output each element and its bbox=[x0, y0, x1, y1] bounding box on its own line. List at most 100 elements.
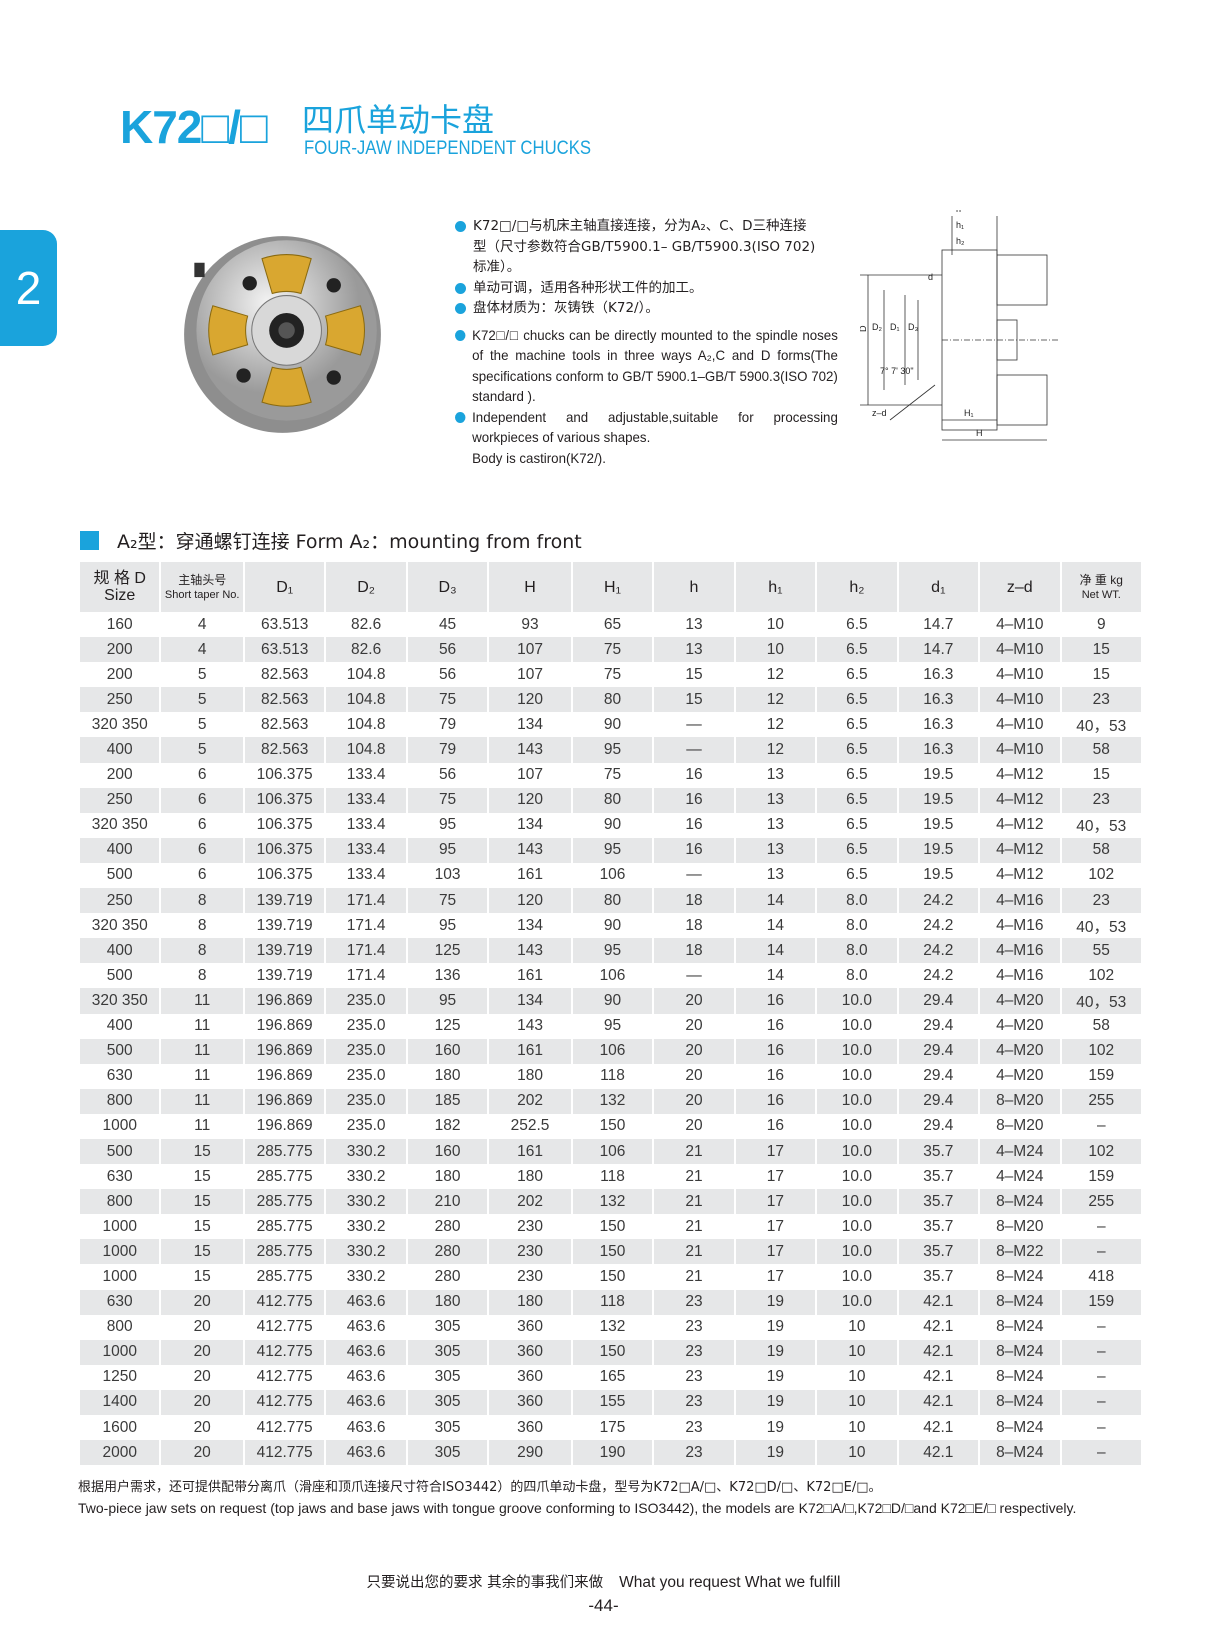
table-cell: 4–M20 bbox=[978, 1063, 1061, 1089]
table-cell: 10.0 bbox=[815, 988, 898, 1014]
note-cn: 根据用户需求，还可提供配带分离爪（滑座和顶爪连接尺寸符合ISO3442）的四爪单… bbox=[78, 1480, 882, 1495]
table-cell: 106 bbox=[570, 963, 654, 989]
table-cell: 320 350 bbox=[77, 812, 161, 838]
table-cell: 79 bbox=[405, 737, 489, 763]
table-cell: 14.7 bbox=[896, 637, 980, 663]
table-cell: 13 bbox=[733, 787, 817, 813]
table-cell: 4–M10 bbox=[978, 637, 1061, 663]
table-cell: 250 bbox=[77, 687, 161, 713]
table-cell: 235.0 bbox=[324, 1088, 407, 1114]
table-cell: 20 bbox=[159, 1415, 244, 1441]
table-cell: 159 bbox=[1059, 1289, 1141, 1315]
table-cell: 285.775 bbox=[242, 1138, 326, 1165]
table-cell: 24.2 bbox=[896, 913, 980, 939]
table-cell: 15 bbox=[1059, 637, 1141, 663]
table-cell: 330.2 bbox=[324, 1138, 407, 1165]
table-cell: 8–M24 bbox=[978, 1314, 1061, 1340]
column-header: h bbox=[652, 562, 735, 612]
table-cell: 42.1 bbox=[896, 1339, 980, 1365]
table-cell: 463.6 bbox=[324, 1314, 407, 1340]
table-cell: 4 bbox=[159, 612, 244, 638]
table-cell: 8–M24 bbox=[978, 1389, 1061, 1415]
table-cell: 80 bbox=[570, 787, 654, 813]
table-cell: 418 bbox=[1059, 1264, 1141, 1290]
table-cell: 6.5 bbox=[815, 862, 898, 889]
table-cell: 18 bbox=[652, 913, 735, 939]
table-cell: 6.5 bbox=[815, 612, 898, 638]
column-header-en: Short taper No. bbox=[164, 589, 240, 601]
table-cell: – bbox=[1059, 1113, 1141, 1139]
column-header: 规 格 D Size bbox=[77, 562, 161, 612]
table-cell: 13 bbox=[733, 812, 817, 838]
table-cell: 235.0 bbox=[324, 1113, 407, 1139]
chuck-photo bbox=[184, 236, 381, 433]
table-cell: 10 bbox=[815, 1339, 898, 1365]
table-cell: 16 bbox=[652, 762, 735, 788]
table-cell: 8.0 bbox=[815, 913, 898, 939]
table-cell: 10 bbox=[733, 612, 817, 638]
table-cell: 120 bbox=[487, 888, 572, 914]
table-cell: 19.5 bbox=[896, 812, 980, 838]
table-cell: — bbox=[652, 712, 735, 738]
table-cell: 800 bbox=[77, 1088, 161, 1114]
table-cell: 15 bbox=[159, 1214, 244, 1240]
table-row: 630 20 412.775 463.6 180 180 118 23 19 10.0 42.1 8–… bbox=[77, 1289, 1141, 1315]
table-cell: 23 bbox=[1059, 687, 1141, 713]
table-cell: 305 bbox=[405, 1364, 489, 1390]
table-cell: 6 bbox=[159, 812, 244, 838]
tagline-cn: 只要说出您的要求 其余的事我们来做 bbox=[366, 1575, 604, 1591]
table-cell: 24.2 bbox=[896, 938, 980, 964]
table-cell: 4–M24 bbox=[978, 1164, 1061, 1190]
table-cell: 14 bbox=[733, 938, 817, 964]
table-cell: 19 bbox=[733, 1314, 817, 1340]
table-cell: 16 bbox=[733, 1013, 817, 1039]
table-cell: 360 bbox=[487, 1415, 572, 1441]
table-row: 250 8 139.719 171.4 75 120 80 18 14 8.0 24.2 4–M16 2… bbox=[77, 888, 1141, 914]
table-cell: 4–M16 bbox=[978, 963, 1061, 989]
table-cell: 75 bbox=[570, 762, 654, 788]
table-cell: 10.0 bbox=[815, 1013, 898, 1039]
table-cell: 16.3 bbox=[896, 662, 980, 688]
table-cell: 4–M20 bbox=[978, 1013, 1061, 1039]
table-cell: 161 bbox=[487, 1038, 572, 1064]
label-d: d bbox=[928, 272, 933, 282]
table-cell: – bbox=[1059, 1339, 1141, 1365]
column-header-cn: 规 格 D bbox=[93, 570, 146, 587]
table-cell: 133.4 bbox=[324, 812, 407, 838]
table-cell: 29.4 bbox=[896, 988, 980, 1014]
table-cell: 42.1 bbox=[896, 1440, 980, 1466]
table-cell: 95 bbox=[570, 737, 654, 763]
table-cell: 10 bbox=[815, 1314, 898, 1340]
table-cell: 500 bbox=[77, 862, 161, 889]
column-header: h₁ bbox=[733, 562, 817, 612]
table-cell: 180 bbox=[487, 1063, 572, 1089]
table-cell: 18 bbox=[652, 938, 735, 964]
notes: 根据用户需求，还可提供配带分离爪（滑座和顶爪连接尺寸符合ISO3442）的四爪单… bbox=[78, 1478, 1118, 1518]
table-cell: 10 bbox=[815, 1364, 898, 1390]
table-cell: 171.4 bbox=[324, 963, 407, 989]
table-cell: 104.8 bbox=[324, 687, 407, 713]
table-row: 500 6 106.375 133.4 103 161 106—13 6.5 19.5 4–M12… bbox=[77, 862, 1141, 889]
bullet-icon bbox=[455, 221, 466, 232]
table-cell: 360 bbox=[487, 1364, 572, 1390]
table-cell: 180 bbox=[405, 1063, 489, 1089]
note-en: Two-piece jaw sets on request (top jaws … bbox=[78, 1500, 1077, 1516]
table-cell: 10.0 bbox=[815, 1138, 898, 1165]
table-row: 500 8 139.719 171.4 136 161 106—14 8.0 24.2 4–M16… bbox=[77, 963, 1141, 989]
table-cell: – bbox=[1059, 1214, 1141, 1240]
table-cell: 235.0 bbox=[324, 1013, 407, 1039]
table-cell: 20 bbox=[652, 1063, 735, 1089]
table-cell: 10.0 bbox=[815, 1239, 898, 1265]
tagline: 只要说出您的要求 其余的事我们来做 What you request What w… bbox=[0, 1571, 1207, 1592]
table-cell: 6.5 bbox=[815, 837, 898, 863]
column-header: d₁ bbox=[896, 562, 980, 612]
table-cell: 290 bbox=[487, 1440, 572, 1466]
table-row: 250 6 106.375 133.4 75 120 80 16 13 6.5 19.5 4–M12 2… bbox=[77, 787, 1141, 813]
table-cell: 2000 bbox=[77, 1440, 161, 1466]
table-cell: 6.5 bbox=[815, 812, 898, 838]
table-cell: 29.4 bbox=[896, 1038, 980, 1064]
table-cell: 10.0 bbox=[815, 1164, 898, 1190]
table-cell: 19 bbox=[733, 1289, 817, 1315]
page-number: -44- bbox=[588, 1596, 619, 1615]
table-cell: 139.719 bbox=[242, 913, 326, 939]
